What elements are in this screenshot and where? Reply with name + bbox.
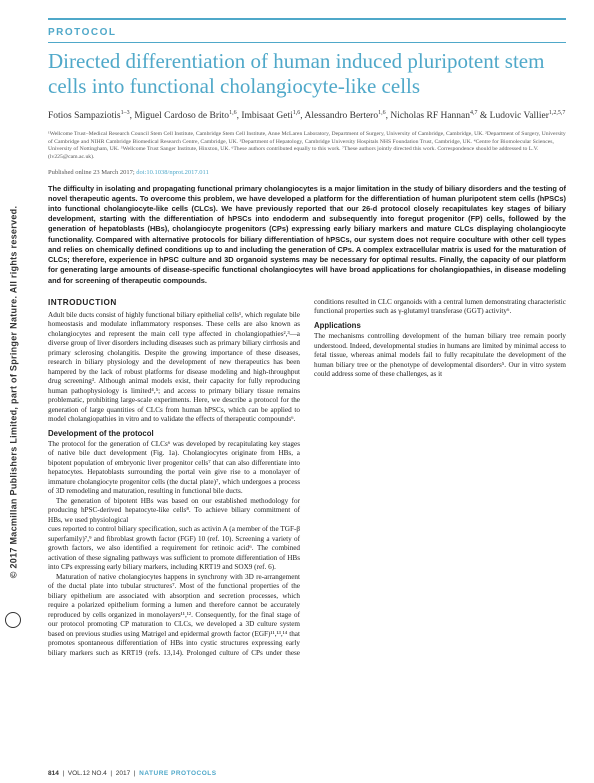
body-paragraph: cues reported to control biliary specifi…: [48, 525, 300, 573]
copyright-text: © 2017 Macmillan Publishers Limited, par…: [8, 205, 18, 578]
page-number: 814: [48, 770, 59, 777]
page-content: PROTOCOL Directed differentiation of hum…: [26, 0, 594, 783]
body-paragraph: The generation of bipotent HBs was based…: [48, 497, 300, 526]
article-title: Directed differentiation of human induce…: [48, 49, 566, 99]
introduction-header: INTRODUCTION: [48, 298, 300, 309]
applications-header: Applications: [314, 321, 566, 331]
body-columns: INTRODUCTION Adult bile ducts consist of…: [48, 298, 566, 670]
doi-link[interactable]: doi:10.1038/nprot.2017.011: [136, 169, 209, 176]
development-header: Development of the protocol: [48, 429, 300, 439]
volume-info: VOL.12 NO.4: [68, 770, 107, 777]
abstract: The difficulty in isolating and propagat…: [48, 184, 566, 286]
copyright-sidebar: © 2017 Macmillan Publishers Limited, par…: [0, 0, 26, 783]
body-paragraph: The mechanisms controlling development o…: [314, 332, 566, 380]
affiliations: ¹Wellcome Trust–Medical Research Council…: [48, 131, 566, 162]
pub-date: Published online 23 March 2017;: [48, 169, 135, 176]
journal-name: NATURE PROTOCOLS: [139, 770, 216, 777]
protocol-label: PROTOCOL: [48, 27, 116, 38]
year: 2017: [116, 770, 130, 777]
author-list: Fotios Sampaziotis1–3, Miguel Cardoso de…: [48, 109, 566, 123]
npg-logo-icon: [5, 612, 21, 628]
page-footer: 814 | VOL.12 NO.4 | 2017 | NATURE PROTOC…: [48, 770, 217, 777]
publication-info: Published online 23 March 2017; doi:10.1…: [48, 169, 566, 176]
body-paragraph: The protocol for the generation of CLCs⁶…: [48, 440, 300, 497]
body-paragraph: Adult bile ducts consist of highly funct…: [48, 311, 300, 425]
protocol-header-bar: PROTOCOL: [48, 18, 566, 43]
